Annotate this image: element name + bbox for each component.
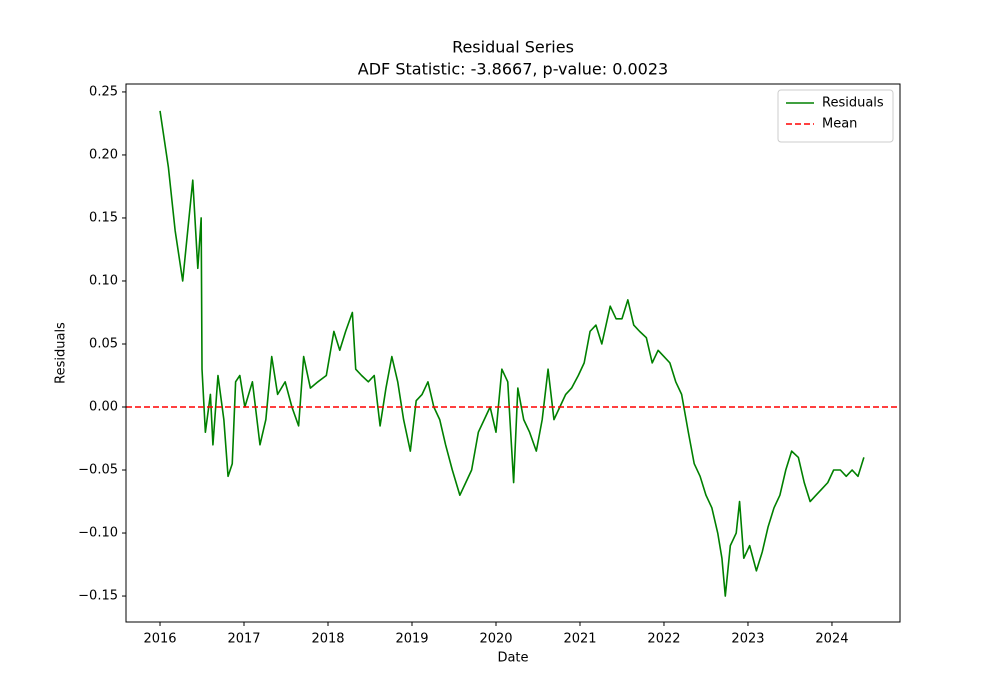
x-tick-label: 2016 bbox=[143, 632, 176, 647]
y-tick-label: −0.15 bbox=[78, 589, 118, 604]
y-tick-label: 0.05 bbox=[89, 336, 118, 351]
y-tick-label: 0.00 bbox=[89, 400, 118, 415]
y-tick-label: 0.25 bbox=[89, 84, 118, 99]
plot-frame bbox=[125, 83, 901, 623]
y-tick-label: −0.10 bbox=[78, 526, 118, 541]
x-tick-label: 2023 bbox=[731, 632, 764, 647]
x-tick-label: 2021 bbox=[563, 632, 596, 647]
x-tick-label: 2019 bbox=[395, 632, 428, 647]
y-axis-label: Residuals bbox=[54, 322, 69, 384]
x-tick-label: 2022 bbox=[647, 632, 680, 647]
x-tick-label: 2020 bbox=[479, 632, 512, 647]
x-axis-label: Date bbox=[497, 651, 528, 666]
x-tick-label: 2024 bbox=[815, 632, 848, 647]
legend-label: Residuals bbox=[822, 96, 884, 111]
chart-title: Residual Series bbox=[452, 38, 574, 57]
x-tick-label: 2018 bbox=[311, 632, 344, 647]
chart-subtitle: ADF Statistic: -3.8667, p-value: 0.0023 bbox=[358, 60, 668, 79]
y-tick-label: 0.20 bbox=[89, 147, 118, 162]
y-tick-label: 0.15 bbox=[89, 210, 118, 225]
y-tick-label: 0.10 bbox=[89, 273, 118, 288]
x-tick-label: 2017 bbox=[227, 632, 260, 647]
y-tick-label: −0.05 bbox=[78, 463, 118, 478]
data-line bbox=[159, 110, 865, 597]
legend-label: Mean bbox=[822, 117, 857, 132]
